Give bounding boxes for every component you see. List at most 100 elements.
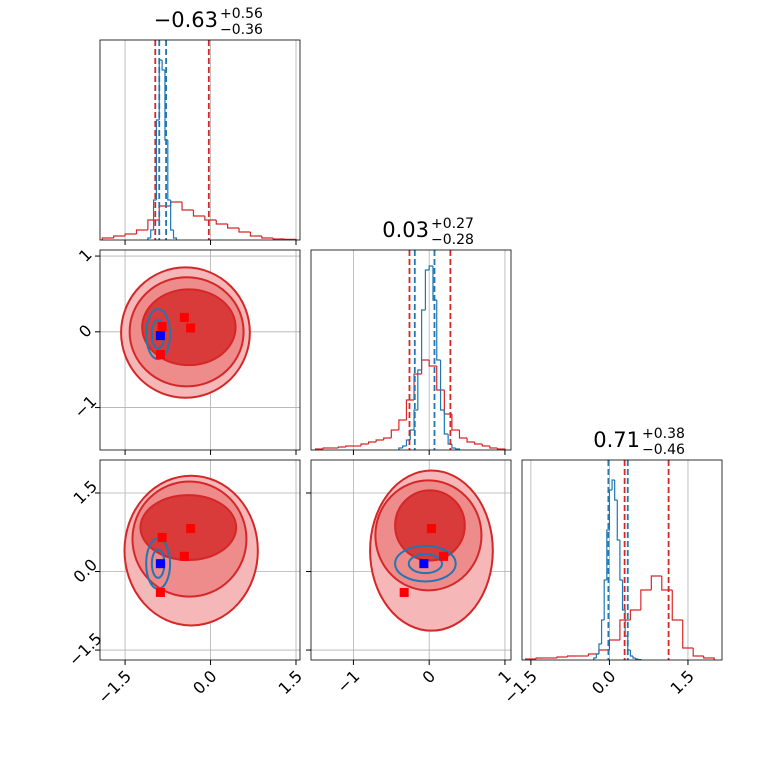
hist-step (682, 620, 694, 649)
hist-step (439, 360, 445, 411)
axes-frame (310, 459, 512, 661)
hist-step (421, 309, 426, 370)
hist-step (451, 414, 460, 431)
hist-step (204, 216, 217, 221)
hist-step (124, 233, 137, 236)
hist-step (619, 540, 623, 581)
hist-step (428, 360, 437, 367)
panel (314, 250, 506, 450)
panel (525, 460, 715, 660)
hist-step (606, 529, 610, 580)
contour (407, 553, 444, 575)
contour (145, 308, 172, 361)
marker (179, 551, 189, 561)
marker (155, 331, 165, 341)
hist-step (458, 430, 468, 439)
x-tick-label: 1.5 (275, 667, 306, 698)
hist-step (593, 657, 597, 660)
hist-step (167, 140, 171, 201)
title-plus: +0.27 (431, 216, 474, 232)
hist-step (466, 438, 475, 443)
hist-step (432, 266, 437, 301)
hist-step (632, 656, 636, 659)
x-tick-label: 1.5 (667, 667, 698, 698)
panel (101, 40, 297, 240)
hist-step (692, 648, 704, 657)
marker (419, 559, 429, 569)
title-value: −0.63 (154, 8, 218, 32)
x-tick-label: −1.5 (94, 667, 135, 708)
hist-step (603, 579, 607, 620)
marker (186, 323, 196, 333)
hist-step (322, 447, 331, 449)
axes-frame (310, 249, 512, 451)
hist-step (113, 235, 126, 238)
hist-step (135, 229, 148, 234)
marker (399, 587, 409, 597)
contour (394, 544, 457, 583)
title-minus: −0.46 (642, 442, 685, 458)
hist-step (481, 444, 490, 447)
x-tick-label: 0.0 (189, 667, 220, 698)
hist-step (402, 445, 407, 448)
x-tick-label: 0 (419, 667, 440, 688)
hist-step (383, 437, 392, 440)
x-tick-label: −1 (333, 667, 363, 697)
title-minus: −0.28 (431, 232, 474, 248)
hist-step (161, 60, 165, 71)
panel (311, 460, 511, 660)
marker (155, 350, 165, 360)
y-tick-label: 0.0 (70, 555, 101, 586)
hist-step (170, 201, 183, 206)
hist-step (181, 202, 194, 211)
hist-step (489, 446, 498, 449)
marker (157, 322, 167, 332)
y-tick-label: 1.5 (70, 477, 101, 508)
axes-frame (99, 249, 301, 451)
hist-step (417, 369, 422, 410)
hist-step (619, 619, 631, 640)
hist-step (272, 238, 285, 240)
hist-step (629, 650, 633, 657)
hist-step (556, 656, 568, 658)
hist-step (650, 575, 662, 590)
y-tick-label: 0 (75, 321, 96, 342)
hist-step (172, 230, 177, 240)
hist-step (398, 447, 403, 450)
hist-step (238, 228, 251, 233)
axes-frame (521, 459, 723, 661)
marker (186, 524, 196, 534)
hist-step (192, 210, 205, 217)
hist-step (421, 359, 430, 374)
hist-step (170, 200, 174, 231)
hist-step (616, 500, 620, 541)
hist-step (337, 446, 346, 448)
marker (426, 524, 436, 534)
hist-step (661, 576, 673, 591)
hist-step (595, 653, 599, 658)
marker (157, 532, 167, 542)
hist-step (436, 300, 441, 361)
hist-step (150, 229, 154, 238)
hist-step (367, 441, 377, 444)
hist-step (640, 589, 652, 610)
hist-step (535, 657, 547, 659)
hist-step (608, 489, 613, 530)
title-value: 0.71 (593, 428, 640, 452)
hist-step (152, 199, 157, 230)
hist-step (424, 269, 430, 310)
axes-frame (99, 39, 301, 241)
title-value: 0.03 (382, 218, 429, 242)
hist-step (101, 237, 114, 240)
hist-step (587, 653, 599, 656)
y-tick-label: 1 (75, 245, 96, 266)
hist-step (608, 639, 620, 650)
hist-step (249, 232, 262, 237)
hist-step (261, 236, 274, 239)
hist-step (390, 429, 399, 438)
hist-step (413, 373, 422, 400)
marker (155, 559, 165, 569)
hist-step (703, 656, 715, 660)
marker (439, 551, 449, 561)
